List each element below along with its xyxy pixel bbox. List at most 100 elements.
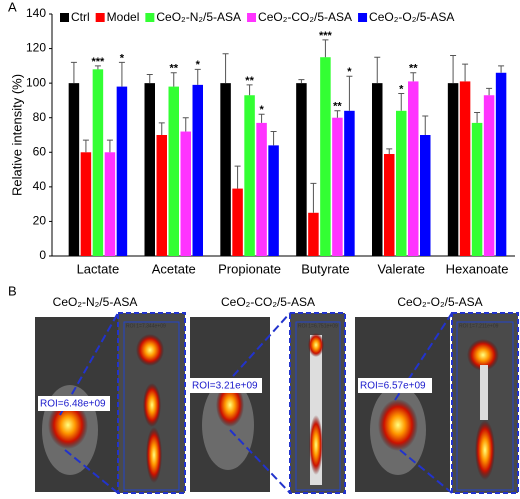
legend-label: Ctrl [71, 10, 90, 24]
error-bar [322, 39, 329, 58]
error-bar [462, 63, 469, 82]
error-bar [410, 72, 417, 82]
bar [471, 122, 483, 257]
bar [244, 95, 255, 256]
significance-label: ** [245, 75, 254, 87]
bar [447, 83, 459, 257]
significance-label: * [259, 104, 264, 116]
bar [192, 84, 203, 256]
heat-spot [475, 420, 495, 480]
heat-spot [143, 383, 161, 427]
x-tick-label: Lactate [77, 261, 120, 276]
significance-label: ** [333, 101, 342, 113]
error-bar [182, 117, 189, 132]
bar [459, 81, 471, 257]
error-bar [170, 72, 177, 87]
bar [408, 81, 419, 257]
y-axis-label: Relative intensity (%) [9, 74, 24, 196]
error-bar [398, 93, 405, 111]
error-bar [346, 75, 353, 111]
error-bar [118, 61, 125, 87]
significance-label: *** [91, 56, 105, 68]
error-bar [234, 165, 241, 189]
image-title: CeO₂-CO₂/5-ASA [221, 295, 315, 309]
bar [116, 86, 128, 256]
bar [220, 83, 231, 257]
heat-spot [146, 427, 162, 483]
significance-label: ** [409, 63, 418, 75]
y-tick-label: 120 [26, 41, 46, 55]
y-tick-label: 20 [33, 214, 47, 228]
inset-roi: ROI 1=7.344e+09 [126, 323, 166, 329]
error-bar [450, 54, 457, 84]
significance-label: * [347, 66, 352, 78]
inset-roi: ROI 1=7.211e+09 [459, 323, 499, 329]
roi-bg [38, 396, 110, 411]
bar [268, 145, 279, 256]
error-bar [270, 131, 277, 146]
legend-label: Model [107, 10, 140, 24]
bar [396, 110, 407, 256]
significance-label: * [120, 52, 125, 64]
error-bar [298, 79, 305, 84]
image-panel-2: CeO₂-CO₂/5-ASA ROI 1=6.751e+09 ROI=3.21e… [190, 295, 346, 494]
bar [180, 131, 191, 256]
heat-spot [467, 339, 499, 371]
error-bar [374, 56, 381, 84]
error-bar [158, 122, 165, 135]
bar [256, 122, 267, 257]
legend-label: CeO₂-CO₂/5-ASA [258, 10, 352, 24]
significance-label: ** [169, 63, 178, 75]
bar [296, 83, 307, 257]
error-bar [246, 84, 253, 96]
connector [224, 312, 291, 386]
bar [384, 154, 395, 256]
bar [144, 83, 155, 257]
legend-swatch [247, 13, 257, 22]
inset-roi: ROI 1=6.751e+09 [298, 323, 338, 329]
legend-swatch [60, 13, 69, 22]
bar [232, 188, 243, 256]
error-bar [146, 74, 153, 84]
legend-swatch [95, 13, 105, 22]
legend-label: CeO₂-O₂/5-ASA [369, 10, 454, 24]
image-panel-3: CeO₂-O₂/5-ASA ROI 1=7.211e+09 ROI=6.57e+… [355, 295, 519, 494]
roi-box [295, 321, 341, 491]
roi-label: ROI=3.21e+09 [192, 381, 258, 392]
colon [480, 365, 488, 420]
y-tick-label: 100 [26, 75, 46, 89]
bar [372, 83, 383, 257]
x-tick-label: Acetate [152, 261, 196, 276]
error-bar [94, 65, 101, 70]
bar [420, 135, 431, 256]
error-bar [486, 87, 493, 96]
bar [344, 110, 355, 256]
heat-spot [216, 383, 244, 427]
x-tick-label: Hexanoate [446, 261, 509, 276]
connector [229, 429, 291, 494]
bar [308, 212, 319, 256]
y-tick-label: 0 [39, 248, 46, 262]
error-bar [498, 65, 505, 73]
roi-box [456, 321, 514, 491]
heat-spot [48, 401, 88, 449]
error-bar [106, 139, 113, 153]
roi-bg [358, 378, 432, 393]
y-tick-label: 40 [33, 179, 47, 193]
x-tick-label: Butyrate [301, 261, 349, 276]
error-bar [258, 113, 265, 123]
error-bar [82, 139, 89, 153]
error-bar [310, 182, 317, 213]
significance-label: * [196, 59, 201, 71]
heat-spot [309, 415, 323, 475]
x-tick-label: Valerate [378, 261, 425, 276]
legend-swatch [358, 13, 368, 22]
bar [332, 117, 343, 256]
bar [92, 69, 104, 256]
panel-label: A [8, 0, 17, 14]
legend-swatch [145, 13, 155, 22]
image-title: CeO₂-N₂/5-ASA [53, 295, 138, 309]
error-bar [194, 68, 201, 85]
image-title: CeO₂-O₂/5-ASA [397, 295, 482, 309]
